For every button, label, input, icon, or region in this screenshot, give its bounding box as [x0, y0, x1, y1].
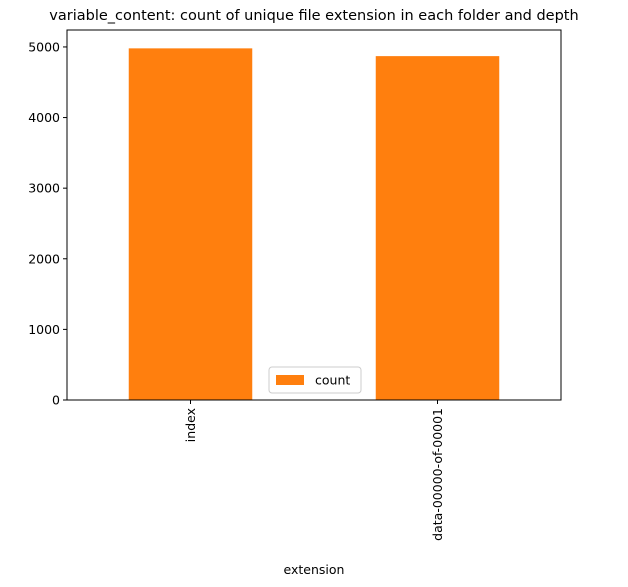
- x-axis-label: extension: [284, 562, 345, 577]
- y-tick-label: 5000: [28, 39, 60, 54]
- x-axis: index data-00000-of-00001: [183, 400, 445, 541]
- x-tick-label: index: [183, 408, 198, 442]
- bar-index: [128, 48, 253, 401]
- plot-frame: [66, 29, 562, 401]
- legend-swatch: [276, 375, 304, 385]
- chart-title: variable_content: count of unique file e…: [49, 8, 578, 24]
- y-tick-label: 4000: [28, 110, 60, 125]
- x-tick-label: data-00000-of-00001: [430, 408, 445, 541]
- legend: count: [268, 366, 362, 394]
- legend-label-count: count: [315, 373, 350, 388]
- y-axis: 0 1000 2000 3000 4000 5000: [28, 39, 67, 408]
- y-tick-label: 3000: [28, 181, 60, 196]
- y-tick-label: 0: [52, 393, 60, 408]
- y-tick-label: 1000: [28, 322, 60, 337]
- bar-data-00000-of-00001: [375, 56, 500, 401]
- y-tick-label: 2000: [28, 251, 60, 266]
- bars: [128, 48, 500, 401]
- legend-box: [268, 366, 362, 394]
